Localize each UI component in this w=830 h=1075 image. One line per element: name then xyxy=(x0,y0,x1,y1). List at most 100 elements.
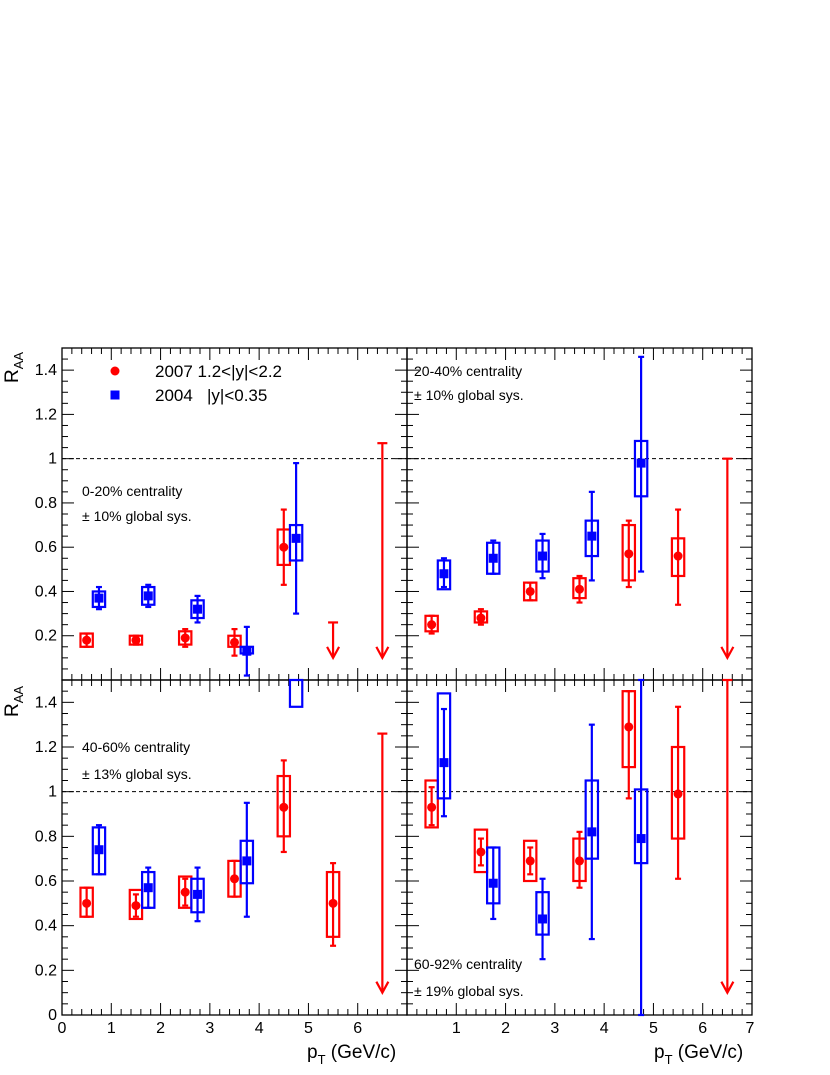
legend-label-2007: 2007 1.2<|y|<2.2 xyxy=(155,362,282,381)
series-2007-point xyxy=(525,856,535,866)
y-tick-label: 1.4 xyxy=(35,694,57,711)
x-tick-label: 4 xyxy=(255,1020,264,1037)
y-tick-label: 1 xyxy=(48,784,57,801)
centrality-label: 40-60% centrality xyxy=(82,739,190,755)
y-tick-label: 1.4 xyxy=(35,362,57,379)
y-tick-label: 0.2 xyxy=(35,962,57,979)
y-tick-label: 0.8 xyxy=(35,495,57,512)
x-tick-label: 1 xyxy=(107,1020,116,1037)
y-tick-label: 1.2 xyxy=(35,406,57,423)
y-tick-label: 1.2 xyxy=(35,739,57,756)
series-2004-point xyxy=(587,531,597,541)
series-2007-point xyxy=(82,635,92,645)
global-sys-label: ± 10% global sys. xyxy=(414,387,524,403)
series-2007-point xyxy=(427,620,437,630)
y-tick-label: 0.4 xyxy=(35,583,57,600)
series-2007-point xyxy=(575,584,584,594)
x-axis-title: pT (GeV/c) xyxy=(654,1042,743,1067)
panel-bottom-right: 1 2 3 4 5 6 7 60-92% centrality ± 19% global sys… xyxy=(406,678,755,1037)
series-2004-point xyxy=(143,883,153,893)
x-tick-label: 0 xyxy=(58,1020,67,1037)
series-2004-point xyxy=(193,889,203,899)
legend-marker-2007 xyxy=(110,366,120,376)
y-tick-label: 1 xyxy=(48,451,57,468)
series-2004-point xyxy=(94,593,104,603)
y-axis-title-top: RAA xyxy=(2,352,26,383)
series-2007-point xyxy=(624,722,634,732)
x-tick-label: 5 xyxy=(304,1020,313,1037)
x-tick-label: 2 xyxy=(501,1020,510,1037)
series-2007-point xyxy=(279,802,289,812)
series-2004-point xyxy=(488,878,498,888)
panel-bottom-left: 0 0.2 0.4 0.6 0.8 1 1.2 1.4 0 1 2 3 4 5 6 40-60% centra… xyxy=(35,678,408,1037)
series-2004-point xyxy=(242,646,252,656)
y-axis-title-main: RAA xyxy=(2,352,26,383)
series-2004-point xyxy=(636,458,646,468)
centrality-label: 20-40% centrality xyxy=(414,363,522,379)
x-tick-label: 1 xyxy=(452,1020,461,1037)
x-tick-label: 5 xyxy=(649,1020,658,1037)
series-2004-point xyxy=(636,834,646,844)
series-2007-point xyxy=(230,637,239,647)
x-axis-title-left: pT (GeV/c) xyxy=(307,1042,396,1067)
legend: 2007 1.2<|y|<2.2 2004 |y|<0.35 xyxy=(110,362,282,405)
series-2007-point xyxy=(131,901,141,911)
y-tick-label: 0.6 xyxy=(35,873,57,890)
x-axis-title-right: pT (GeV/c) xyxy=(654,1042,743,1067)
series-2007-point xyxy=(279,542,289,552)
upper-limit-arrowhead xyxy=(720,981,735,995)
series-2007-point xyxy=(180,633,190,643)
series-2007-point xyxy=(476,613,486,623)
upper-limit-arrowhead xyxy=(375,646,390,661)
series-2004-point xyxy=(538,914,548,924)
series-2007-sys-box xyxy=(522,839,538,883)
global-sys-label: ± 19% global sys. xyxy=(414,983,524,999)
x-axis-title: pT (GeV/c) xyxy=(307,1042,396,1067)
series-2007-point xyxy=(673,551,683,561)
series-2007-point xyxy=(82,898,92,908)
series-2007-point xyxy=(575,856,584,866)
series-2007-point xyxy=(624,549,634,559)
series-2004-point xyxy=(439,758,449,768)
x-tick-label: 7 xyxy=(746,1020,755,1037)
panel-top-right: 20-40% centrality ± 10% global sys. xyxy=(406,347,753,681)
upper-limit-arrowhead xyxy=(326,646,341,661)
legend-label-2004: 2004 |y|<0.35 xyxy=(155,386,267,405)
x-tick-label: 6 xyxy=(698,1020,707,1037)
series-2004-point xyxy=(143,591,153,601)
y-tick-label: 0.8 xyxy=(35,828,57,845)
series-2007-point xyxy=(180,887,190,897)
x-tick-label: 2 xyxy=(156,1020,165,1037)
series-2007-point xyxy=(673,789,683,799)
series-2004-point xyxy=(587,827,597,837)
series-2007-point xyxy=(131,635,141,645)
panel-frame xyxy=(61,679,408,1016)
panel-top-left: 0.2 0.4 0.6 0.8 1 1.2 1.4 0-20% centrality ± 10%… xyxy=(35,347,408,681)
series-2007-sys-box xyxy=(424,779,439,829)
y-tick-label: 0 xyxy=(48,1007,57,1024)
y-tick-label: 0.6 xyxy=(35,539,57,556)
y-tick-label: 0.4 xyxy=(35,918,57,935)
y-tick-label: 0.2 xyxy=(35,628,57,645)
x-tick-label: 3 xyxy=(205,1020,214,1037)
upper-limit-arrowhead xyxy=(720,646,735,661)
series-2007-point xyxy=(476,847,486,857)
series-2004-point xyxy=(193,604,203,614)
y-axis-title-main: RAA xyxy=(2,686,26,717)
global-sys-label: ± 13% global sys. xyxy=(82,766,192,782)
x-tick-label: 3 xyxy=(550,1020,559,1037)
series-2007-point xyxy=(328,898,338,908)
series-2004-point xyxy=(439,569,449,579)
series-2004-point xyxy=(242,856,252,866)
x-tick-label: 4 xyxy=(600,1020,609,1037)
x-tick-label: 6 xyxy=(353,1020,362,1037)
series-2004-point xyxy=(488,553,498,563)
y-axis-title-bottom: RAA xyxy=(2,686,26,717)
centrality-label: 0-20% centrality xyxy=(82,483,182,499)
series-2007-point xyxy=(427,802,437,812)
series-2004-point xyxy=(94,845,104,855)
series-2007-point xyxy=(525,586,535,596)
legend-marker-2004 xyxy=(110,390,120,400)
global-sys-label: ± 10% global sys. xyxy=(82,508,192,524)
